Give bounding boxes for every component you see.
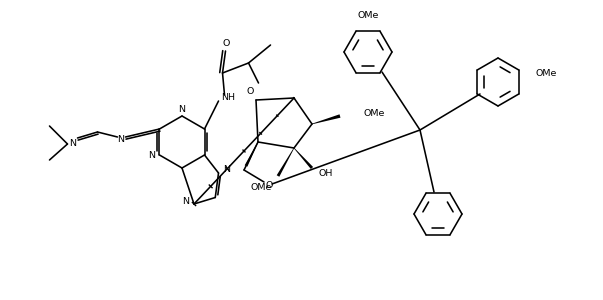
Text: N: N: [183, 197, 189, 206]
Text: OMe: OMe: [358, 11, 379, 20]
Polygon shape: [245, 142, 258, 167]
Text: OH: OH: [319, 169, 333, 178]
Polygon shape: [312, 114, 341, 124]
Text: OMe: OMe: [536, 70, 557, 79]
Text: O: O: [246, 88, 254, 97]
Polygon shape: [294, 148, 313, 169]
Text: N: N: [117, 134, 124, 143]
Text: OMe: OMe: [250, 184, 272, 193]
Text: N: N: [148, 152, 155, 160]
Text: O: O: [223, 38, 230, 47]
Text: N: N: [178, 104, 186, 113]
Text: N: N: [223, 166, 230, 175]
Text: OMe: OMe: [364, 110, 385, 118]
Text: O: O: [265, 182, 273, 190]
Polygon shape: [277, 148, 294, 177]
Text: NH: NH: [221, 94, 236, 103]
Text: N: N: [69, 139, 76, 148]
